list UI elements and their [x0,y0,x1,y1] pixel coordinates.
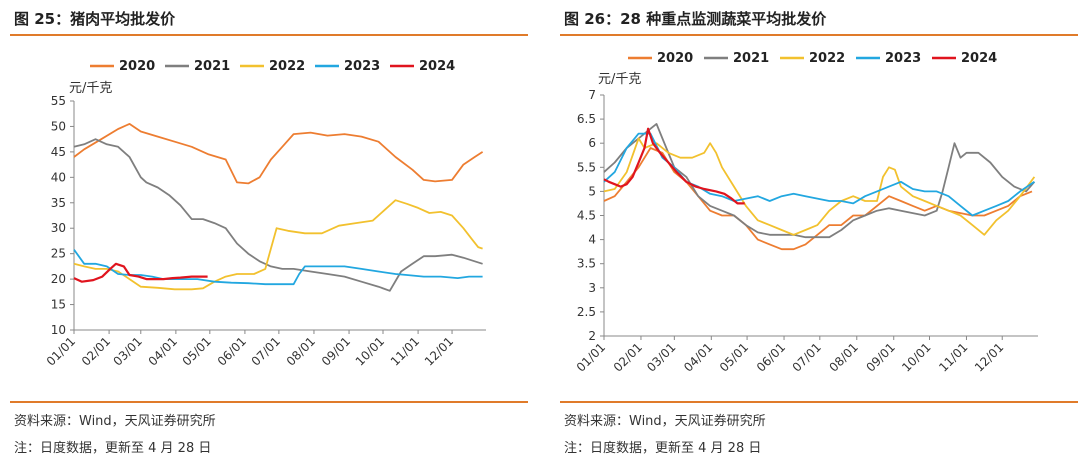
series-line-2021 [603,123,1036,239]
y-tick-label: 20 [51,272,66,286]
x-tick-label: 12/01 [422,334,456,368]
legend-label: 2021 [194,59,230,74]
x-tick-label: 03/01 [644,340,678,374]
x-tick-label: 07/01 [249,334,283,368]
y-tick-label: 35 [51,196,66,210]
x-tick-label: 06/01 [215,334,249,368]
source-note: 资料来源：Wind，天风证券研究所 [14,414,216,429]
y-tick-label: 45 [51,145,66,159]
x-tick-label: 04/01 [146,334,180,368]
x-tick-label: 01/01 [574,340,608,374]
legend-label: 2020 [657,51,693,66]
y-tick-label: 25 [51,247,66,261]
series-line-2021 [73,138,483,292]
y-tick-label: 40 [51,170,66,184]
x-tick-label: 02/01 [611,340,645,374]
x-tick-label: 10/01 [353,334,387,368]
legend-label: 2021 [733,51,769,66]
x-tick-label: 08/01 [827,340,861,374]
x-tick-label: 03/01 [111,334,145,368]
legend-label: 2024 [961,51,997,66]
series-line-2020 [73,123,484,185]
source-note: 资料来源：Wind，天风证券研究所 [564,414,766,429]
legend-label: 2022 [809,51,845,66]
x-tick-label: 07/01 [790,340,824,374]
panel-pork: 图 25：猪肉平均批发价 10 15 20 25 30 35 40 45 50 55 01/01 02… [0,0,530,462]
y-tick-label: 3.5 [577,257,596,271]
y-tick-label: 6.5 [577,112,596,126]
update-note: 注：日度数据，更新至 4 月 28 日 [564,441,762,456]
x-tick-label: 11/01 [936,340,970,374]
title-rule [560,34,1078,36]
y-tick-label: 3 [588,281,596,295]
vegetable-price-chart: 2 2.5 3 3.5 4 4.5 5 5.5 6 6.5 7 01/01 02/01 03/01 04/0… [574,51,1038,375]
y-tick-label: 5.5 [577,160,596,174]
y-axis-label: 元/千克 [69,81,112,96]
y-tick-label: 2 [588,329,596,343]
y-tick-label: 55 [51,94,66,108]
x-tick-label: 05/01 [180,334,214,368]
x-tick-label: 06/01 [754,340,788,374]
update-note: 注：日度数据，更新至 4 月 28 日 [14,441,212,456]
series-line-2024 [73,262,208,283]
footer-rule [10,401,528,403]
x-tick-label: 10/01 [899,340,933,374]
x-tick-label: 08/01 [284,334,318,368]
y-tick-label: 4 [588,233,596,247]
y-tick-label: 30 [51,221,66,235]
chart-title: 图 25：猪肉平均批发价 [14,10,176,28]
x-tick-label: 01/01 [44,334,78,368]
x-tick-label: 05/01 [717,340,751,374]
footer-rule [560,401,1078,403]
series-line-2022 [73,199,483,291]
y-tick-label: 6 [588,136,596,150]
x-tick-label: 09/01 [319,334,353,368]
y-tick-label: 7 [588,88,596,102]
series-line-2023 [73,249,483,286]
y-tick-label: 10 [51,323,66,337]
x-tick-label: 12/01 [972,340,1006,374]
series-line-2020 [603,147,1033,251]
legend-label: 2020 [119,59,155,74]
y-tick-label: 15 [51,298,66,312]
y-tick-label: 50 [51,119,66,133]
y-axis-label: 元/千克 [598,72,641,87]
chart-title: 图 26：28 种重点监测蔬菜平均批发价 [564,10,827,28]
panel-vegetables: 图 26：28 种重点监测蔬菜平均批发价 2 2.5 3 3.5 4 4.5 5 5.5 6 6.… [550,0,1080,462]
y-tick-label: 5 [588,184,596,198]
y-tick-label: 2.5 [577,305,596,319]
legend-label: 2024 [419,59,455,74]
x-tick-label: 04/01 [681,340,715,374]
x-tick-label: 02/01 [79,334,113,368]
title-rule [10,34,528,36]
legend-label: 2023 [344,59,380,74]
y-tick-label: 4.5 [577,209,596,223]
legend-label: 2023 [885,51,921,66]
series-line-2023 [603,132,1035,217]
legend-label: 2022 [269,59,305,74]
x-tick-label: 09/01 [863,340,897,374]
series-line-2024 [603,127,745,205]
x-tick-label: 11/01 [388,334,422,368]
series-line-2022 [603,137,1036,236]
